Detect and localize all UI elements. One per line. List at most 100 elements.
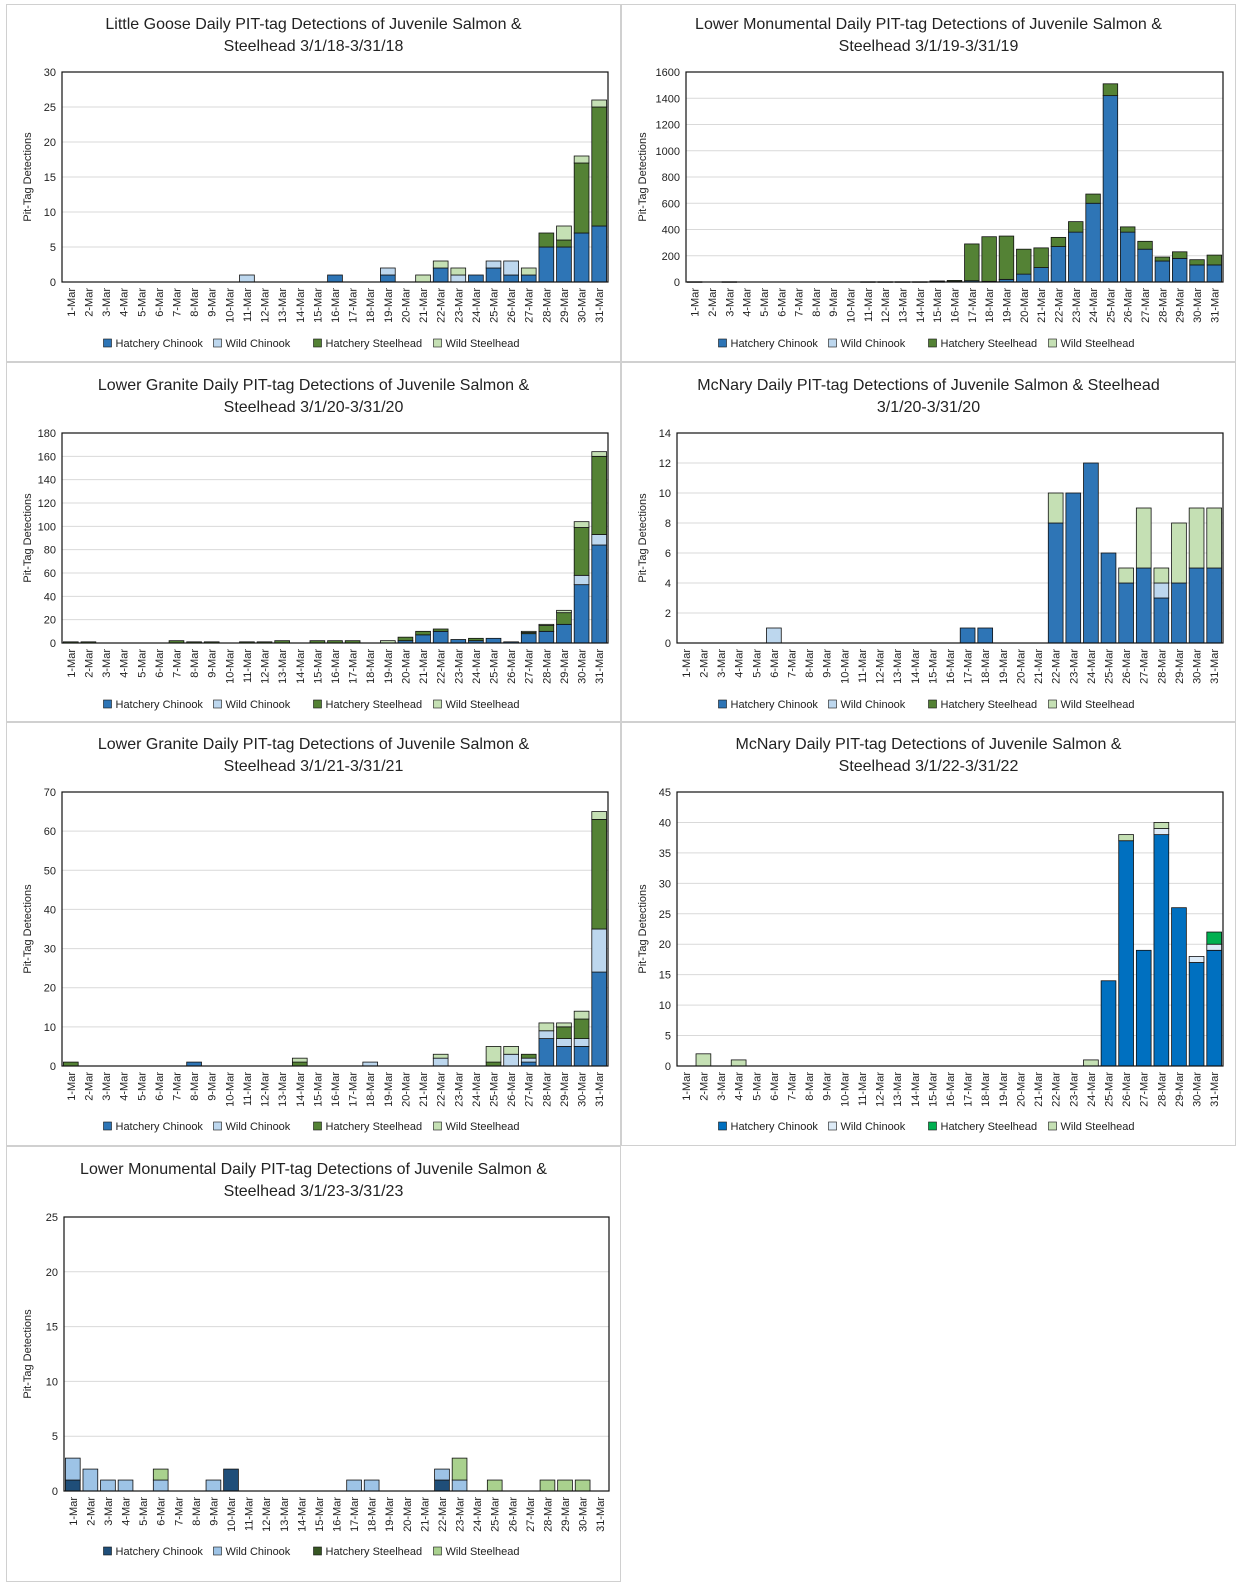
bar-segment [415, 630, 431, 636]
y-tick-label: 10 [659, 1000, 671, 1012]
y-tick-label: 4 [665, 578, 671, 590]
x-tick-label: 10-Mar [224, 288, 236, 323]
bar-segment [573, 527, 590, 576]
x-tick-label: 28-Mar [541, 649, 553, 684]
x-tick-label: 7-Mar [171, 288, 183, 317]
y-tick-label: 2 [665, 608, 671, 620]
x-tick-label: 14-Mar [295, 649, 307, 684]
x-tick-label: 30-Mar [1192, 1072, 1204, 1107]
x-tick-label: 23-Mar [1071, 288, 1083, 323]
x-tick-label: 27-Mar [524, 1072, 536, 1107]
bar-segment [117, 1479, 134, 1492]
x-tick-label: 25-Mar [1104, 649, 1116, 684]
x-tick-label: 18-Mar [365, 649, 377, 684]
x-tick-label: 20-Mar [400, 649, 412, 684]
bar-segment [1189, 264, 1205, 283]
bar-segment [1171, 522, 1187, 584]
bar-segment [432, 628, 449, 632]
x-tick-label: 7-Mar [173, 1497, 185, 1526]
x-tick-label: 19-Mar [384, 1497, 396, 1532]
bar-segment [538, 246, 555, 283]
y-tick-label: 20 [46, 1267, 58, 1279]
bar-segment [82, 1468, 99, 1492]
x-tick-label: 22-Mar [437, 1497, 449, 1532]
bar-segment [503, 274, 519, 283]
legend-swatch [103, 699, 112, 709]
bar-segment [1100, 980, 1117, 1067]
x-tick-label: 10-Mar [224, 1072, 236, 1107]
bar-segment [415, 274, 431, 283]
legend-swatch [313, 699, 322, 709]
x-tick-label: 6-Mar [154, 1072, 166, 1101]
x-tick-label: 6-Mar [156, 1497, 168, 1526]
legend-label: Hatchery Chinook [116, 338, 204, 350]
bar-segment [981, 236, 997, 282]
bar-segment [1100, 552, 1117, 644]
x-tick-label: 26-Mar [506, 649, 518, 684]
x-tick-label: 13-Mar [898, 288, 910, 323]
x-tick-label: 4-Mar [119, 288, 131, 317]
bar-segment [538, 630, 555, 644]
y-tick-label: 14 [659, 428, 671, 440]
y-tick-label: 1600 [656, 67, 680, 79]
bar-segment [1153, 582, 1170, 599]
chart-panel-7 [6, 1146, 621, 1582]
x-tick-label: 24-Mar [471, 288, 483, 323]
x-tick-label: 7-Mar [786, 1072, 798, 1101]
bar-segment [538, 1038, 555, 1067]
bar-segment [65, 1457, 81, 1481]
x-tick-label: 1-Mar [681, 1072, 693, 1101]
y-tick-label: 50 [44, 865, 56, 877]
legend-label: Wild Steelhead [1061, 338, 1135, 350]
legend-swatch [718, 338, 727, 348]
y-tick-label: 140 [38, 475, 56, 487]
plot-area [685, 71, 1224, 283]
x-tick-label: 17-Mar [963, 1072, 975, 1107]
legend-swatch [928, 1121, 937, 1131]
x-tick-label: 5-Mar [751, 649, 763, 678]
bar-segment [239, 274, 255, 283]
x-tick-label: 10-Mar [846, 288, 858, 323]
x-tick-label: 2-Mar [698, 649, 710, 678]
legend-swatch [213, 699, 222, 709]
chart-panel-5 [6, 722, 621, 1146]
x-tick-label: 5-Mar [759, 288, 771, 317]
bar-segment [591, 225, 607, 283]
bar-segment [1085, 202, 1101, 283]
bar-segment [451, 1457, 468, 1481]
x-tick-label: 11-Mar [242, 288, 254, 322]
x-tick-label: 21-Mar [419, 1497, 431, 1532]
chart-title-line: 3/1/20-3/31/20 [877, 399, 980, 416]
x-tick-label: 15-Mar [927, 1072, 939, 1107]
x-tick-label: 12-Mar [880, 288, 892, 323]
x-tick-label: 18-Mar [367, 1497, 379, 1532]
y-tick-label: 800 [662, 172, 680, 184]
x-tick-label: 27-Mar [1139, 649, 1151, 684]
bar-segment [1206, 264, 1223, 283]
y-tick-label: 25 [659, 909, 671, 921]
bar-segment [434, 1468, 450, 1481]
legend-swatch [433, 338, 442, 348]
bar-segment [591, 819, 607, 930]
bar-segment [556, 239, 572, 248]
x-tick-label: 15-Mar [312, 1072, 324, 1107]
y-tick-label: 0 [674, 277, 680, 289]
bar-segment [1083, 462, 1099, 644]
x-tick-label: 4-Mar [119, 1072, 131, 1101]
legend-swatch [103, 1121, 112, 1131]
bar-segment [959, 627, 976, 644]
y-tick-label: 0 [50, 1061, 56, 1073]
legend-swatch [213, 338, 222, 348]
bar-segment [730, 1059, 747, 1067]
x-tick-label: 8-Mar [804, 649, 816, 678]
legend-swatch [103, 1546, 112, 1556]
x-tick-label: 9-Mar [208, 1497, 220, 1526]
x-tick-label: 24-Mar [1086, 649, 1098, 684]
plot-area [61, 791, 609, 1067]
chart-5: Lower Granite Daily PIT-tag Detections o… [22, 736, 609, 1133]
y-tick-label: 5 [50, 242, 56, 254]
x-tick-label: 6-Mar [776, 288, 788, 317]
bar-segment [1153, 567, 1170, 584]
x-tick-label: 26-Mar [1123, 288, 1135, 323]
bar-segment [591, 455, 607, 535]
